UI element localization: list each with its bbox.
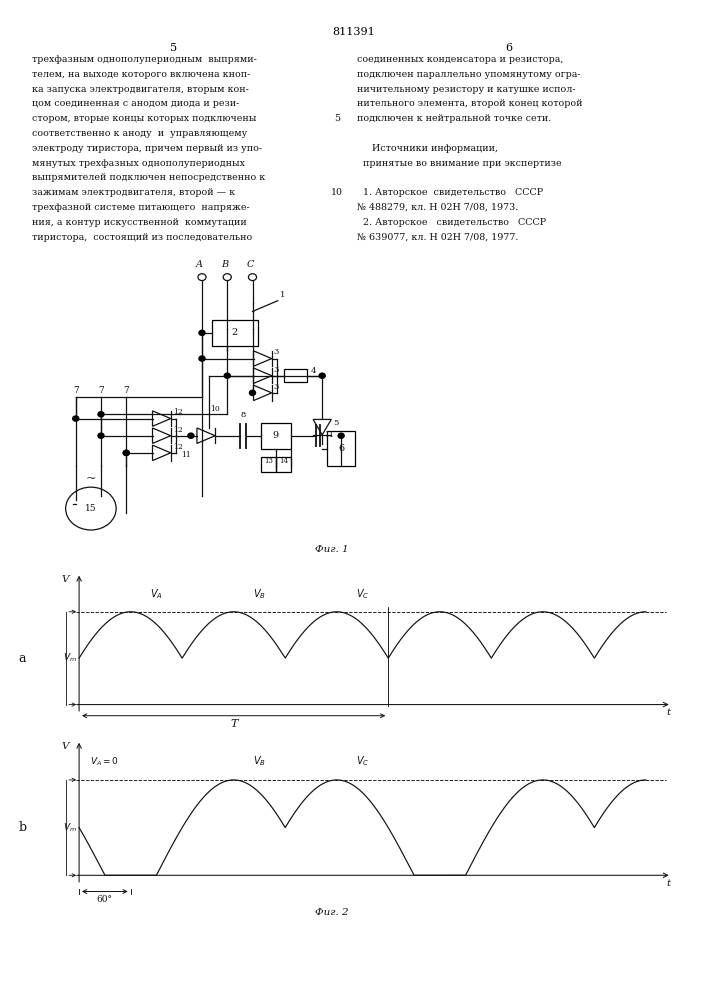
Text: 10: 10 bbox=[210, 405, 220, 413]
Text: 5: 5 bbox=[170, 43, 177, 53]
Circle shape bbox=[188, 433, 194, 438]
Text: 7: 7 bbox=[124, 386, 129, 395]
Text: $V_A$: $V_A$ bbox=[150, 587, 163, 601]
Text: $V_B$: $V_B$ bbox=[253, 755, 266, 768]
Text: подключен к нейтральной точке сети.: подключен к нейтральной точке сети. bbox=[357, 114, 551, 123]
Text: 1. Авторское  свидетельство   СССР: 1. Авторское свидетельство СССР bbox=[357, 188, 543, 197]
Text: $V_m$: $V_m$ bbox=[63, 821, 76, 834]
Text: 4: 4 bbox=[310, 367, 316, 375]
Text: мянутых трехфазных однополупериодных: мянутых трехфазных однополупериодных bbox=[32, 159, 245, 168]
Text: 12: 12 bbox=[173, 443, 182, 451]
Text: $V_C$: $V_C$ bbox=[356, 587, 369, 601]
Text: 7: 7 bbox=[73, 386, 78, 395]
Text: a: a bbox=[18, 652, 26, 665]
Text: ния, а контур искусственной  коммутации: ния, а контур искусственной коммутации bbox=[32, 218, 247, 227]
Circle shape bbox=[98, 433, 104, 438]
Text: Источники информации,: Источники информации, bbox=[357, 144, 498, 153]
Text: b: b bbox=[18, 821, 26, 834]
Bar bbox=[276, 457, 291, 472]
Text: V: V bbox=[62, 575, 69, 584]
Text: 15: 15 bbox=[85, 504, 97, 513]
Text: ~: ~ bbox=[86, 472, 96, 485]
Text: 7: 7 bbox=[98, 386, 104, 395]
Text: 3: 3 bbox=[274, 383, 279, 391]
Text: ничительному резистору и катушке испол-: ничительному резистору и катушке испол- bbox=[357, 85, 575, 94]
Text: 1: 1 bbox=[280, 291, 286, 299]
Text: 11: 11 bbox=[181, 451, 191, 459]
Text: 13: 13 bbox=[264, 457, 273, 465]
Circle shape bbox=[73, 416, 78, 421]
Text: t: t bbox=[667, 879, 671, 888]
Text: 5: 5 bbox=[334, 114, 340, 123]
Text: T: T bbox=[230, 719, 238, 729]
Text: Фиг. 2: Фиг. 2 bbox=[315, 908, 349, 917]
Text: B: B bbox=[221, 260, 228, 269]
Text: ка запуска электродвигателя, вторым кон-: ка запуска электродвигателя, вторым кон- bbox=[32, 85, 249, 94]
Text: выпрямителей подключен непосредственно к: выпрямителей подключен непосредственно к bbox=[32, 173, 265, 182]
Text: t: t bbox=[667, 708, 671, 717]
Text: 10: 10 bbox=[332, 188, 343, 197]
Bar bbox=[261, 457, 276, 472]
Text: принятые во внимание при экспертизе: принятые во внимание при экспертизе bbox=[357, 159, 561, 168]
Text: $V_B$: $V_B$ bbox=[253, 587, 266, 601]
Circle shape bbox=[250, 390, 255, 395]
Text: $V_m$: $V_m$ bbox=[63, 652, 76, 664]
Text: V: V bbox=[62, 742, 69, 751]
Circle shape bbox=[319, 373, 325, 378]
Text: цом соединенная с анодом диода и рези-: цом соединенная с анодом диода и рези- bbox=[32, 99, 239, 108]
Text: телем, на выходе которого включена кноп-: телем, на выходе которого включена кноп- bbox=[32, 70, 250, 79]
Bar bbox=[212, 320, 257, 346]
Circle shape bbox=[199, 330, 205, 335]
Text: 9: 9 bbox=[273, 431, 279, 440]
Text: № 639077, кл. Н 02Н 7/08, 1977.: № 639077, кл. Н 02Н 7/08, 1977. bbox=[357, 233, 518, 242]
Text: A: A bbox=[196, 260, 203, 269]
Text: трехфазным однополупериодным  выпрями-: трехфазным однополупериодным выпрями- bbox=[32, 55, 257, 64]
Text: нительного элемента, второй конец которой: нительного элемента, второй конец которо… bbox=[357, 99, 583, 108]
Text: C: C bbox=[246, 260, 254, 269]
Text: Фиг. 1: Фиг. 1 bbox=[315, 545, 349, 554]
Text: 3: 3 bbox=[274, 366, 279, 374]
Circle shape bbox=[199, 356, 205, 361]
Text: зажимам электродвигателя, второй — к: зажимам электродвигателя, второй — к bbox=[32, 188, 235, 197]
Circle shape bbox=[123, 450, 129, 455]
Text: 2. Авторское   свидетельство   СССР: 2. Авторское свидетельство СССР bbox=[357, 218, 547, 227]
Text: 6: 6 bbox=[338, 444, 344, 453]
Text: 5: 5 bbox=[333, 419, 339, 427]
Text: 60°: 60° bbox=[97, 895, 113, 904]
Text: соответственно к аноду  и  управляющему: соответственно к аноду и управляющему bbox=[32, 129, 247, 138]
Text: 3: 3 bbox=[274, 348, 279, 356]
Bar bbox=[261, 423, 291, 449]
Text: соединенных конденсатора и резистора,: соединенных конденсатора и резистора, bbox=[357, 55, 563, 64]
Bar bbox=[284, 369, 307, 382]
Circle shape bbox=[224, 373, 230, 378]
Text: трехфазной системе питающего  напряже-: трехфазной системе питающего напряже- bbox=[32, 203, 250, 212]
Text: 6: 6 bbox=[506, 43, 513, 53]
Text: электроду тиристора, причем первый из упо-: электроду тиристора, причем первый из уп… bbox=[32, 144, 262, 153]
Text: 2: 2 bbox=[232, 328, 238, 337]
Text: 811391: 811391 bbox=[332, 27, 375, 37]
Circle shape bbox=[338, 433, 344, 438]
Circle shape bbox=[98, 412, 104, 417]
Text: стором, вторые концы которых подключены: стором, вторые концы которых подключены bbox=[32, 114, 256, 123]
Text: 11: 11 bbox=[324, 431, 334, 439]
Bar bbox=[327, 431, 355, 466]
Text: тиристора,  состоящий из последовательно: тиристора, состоящий из последовательно bbox=[32, 233, 252, 242]
Text: 12: 12 bbox=[173, 426, 182, 434]
Text: № 488279, кл. Н 02Н 7/08, 1973.: № 488279, кл. Н 02Н 7/08, 1973. bbox=[357, 203, 518, 212]
Text: 14: 14 bbox=[279, 457, 288, 465]
Text: $V_A=0$: $V_A=0$ bbox=[90, 756, 119, 768]
Text: 8: 8 bbox=[240, 411, 246, 419]
Circle shape bbox=[123, 450, 129, 455]
Text: 12: 12 bbox=[173, 408, 182, 416]
Text: подключен параллельно упомянутому огра-: подключен параллельно упомянутому огра- bbox=[357, 70, 580, 79]
Text: $V_C$: $V_C$ bbox=[356, 755, 369, 768]
